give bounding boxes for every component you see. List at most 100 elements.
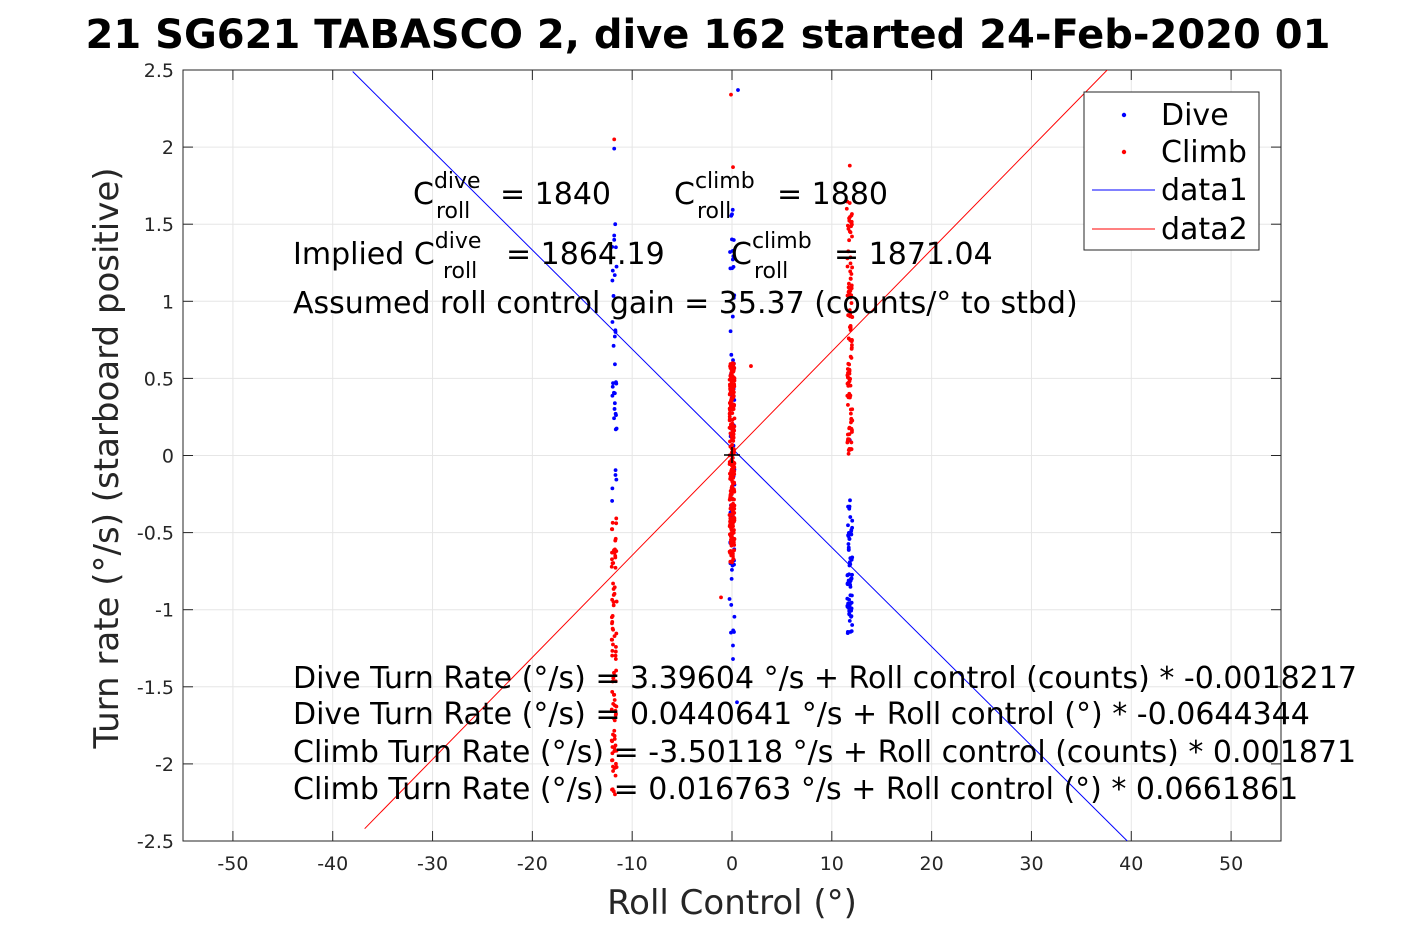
dive-point xyxy=(731,643,735,648)
dive-point xyxy=(612,273,617,277)
climb-point xyxy=(727,418,732,423)
climb-point xyxy=(732,528,736,532)
climb-point xyxy=(614,599,619,604)
dive-point xyxy=(847,506,852,511)
climb-point xyxy=(731,432,736,437)
dive-point xyxy=(849,576,854,580)
climb-point xyxy=(845,256,850,261)
climb-point xyxy=(727,414,732,419)
dive-point xyxy=(612,401,617,406)
climb-point xyxy=(731,516,736,521)
climb-point xyxy=(732,416,737,421)
climb-point xyxy=(732,384,737,389)
dive-point xyxy=(850,623,855,627)
climb-point xyxy=(728,559,733,564)
origin-marker xyxy=(724,447,740,463)
climb-point xyxy=(613,657,618,661)
climb-point xyxy=(611,600,616,604)
climb-point xyxy=(730,532,734,537)
climb-point xyxy=(850,265,855,270)
climb-point xyxy=(613,679,618,684)
dive-point xyxy=(735,700,739,705)
climb-point xyxy=(729,92,733,97)
y-tick-label: -2.5 xyxy=(137,831,174,853)
legend-label-data1: data1 xyxy=(1161,173,1248,208)
climb-point xyxy=(612,737,617,741)
climb-point xyxy=(730,554,735,558)
climb-point xyxy=(610,620,615,624)
fit-line-data1 xyxy=(352,71,1128,841)
climb-point xyxy=(612,718,617,723)
climb-point xyxy=(849,440,854,445)
dive-point xyxy=(850,572,854,577)
climb-point xyxy=(847,163,852,168)
dive-point xyxy=(732,614,737,619)
x-tick-label: 50 xyxy=(1219,853,1243,875)
climb-point xyxy=(729,422,733,427)
x-tick-label: 40 xyxy=(1119,853,1143,875)
dive-point xyxy=(613,427,618,432)
dive-point xyxy=(612,237,617,242)
climb-point xyxy=(732,543,737,547)
climb-point xyxy=(845,223,850,228)
dive-point xyxy=(613,222,618,227)
x-tick-label: 30 xyxy=(1019,853,1043,875)
climb-point xyxy=(614,748,619,753)
dive-point xyxy=(612,146,617,151)
climb-point xyxy=(610,557,614,562)
climb-point xyxy=(612,585,617,590)
dive-point xyxy=(731,254,736,259)
climb-point xyxy=(728,474,733,479)
climb-point xyxy=(612,703,617,708)
climb-point xyxy=(613,708,618,713)
dive-point xyxy=(849,607,853,612)
climb-point xyxy=(850,212,854,216)
climb-point xyxy=(731,390,736,395)
climb-point xyxy=(848,230,853,235)
dive-point xyxy=(846,548,851,552)
dive-point xyxy=(613,468,618,473)
climb-point xyxy=(611,581,615,586)
climb-point xyxy=(612,137,617,142)
coefficient-annotations: Cdive roll = 1840 Cclimb roll = 1880 Implied… xyxy=(293,169,1357,807)
climb-point xyxy=(728,471,732,476)
climb-point xyxy=(731,165,735,170)
dive-point xyxy=(850,525,855,530)
climb-point xyxy=(847,238,851,243)
data-points xyxy=(609,88,855,797)
climb-point xyxy=(731,426,736,431)
climb-point xyxy=(728,549,733,554)
dive-point xyxy=(612,334,617,339)
dive-point xyxy=(610,384,615,389)
climb-point xyxy=(729,541,733,545)
dive-point xyxy=(610,268,615,273)
climb-point xyxy=(610,745,615,749)
implied-climb-annotation: Cclimb roll = 1871.04 xyxy=(731,229,993,284)
climb-point xyxy=(613,649,618,654)
dive-point xyxy=(610,393,615,398)
x-tick-label: 0 xyxy=(726,853,738,875)
climb-point xyxy=(731,435,736,440)
climb-point xyxy=(731,464,736,469)
dive-point xyxy=(736,88,740,92)
climb-point xyxy=(612,733,617,738)
climb-point xyxy=(610,520,615,525)
dive-point xyxy=(850,555,855,560)
x-tick-label: -50 xyxy=(217,853,248,875)
climb-point xyxy=(614,644,618,649)
dive-point xyxy=(614,264,619,269)
climb-point xyxy=(609,564,614,569)
climb-point xyxy=(611,603,616,608)
dive-point xyxy=(614,245,618,250)
equation-3: Climb Turn Rate (°/s) = -3.50118 °/s + R… xyxy=(293,735,1356,770)
climb-point xyxy=(612,698,617,702)
legend-box xyxy=(1083,91,1260,251)
legend-marker-dive xyxy=(1121,112,1127,118)
climb-point xyxy=(731,504,735,508)
climb-point xyxy=(844,206,849,211)
dive-point xyxy=(729,213,734,218)
chart-title: 21 SG621 TABASCO 2, dive 162 started 24-… xyxy=(86,12,1331,58)
equation-2: Dive Turn Rate (°/s) = 0.0440641 °/s + R… xyxy=(293,697,1310,732)
climb-point xyxy=(728,364,732,369)
climb-point xyxy=(850,338,854,343)
